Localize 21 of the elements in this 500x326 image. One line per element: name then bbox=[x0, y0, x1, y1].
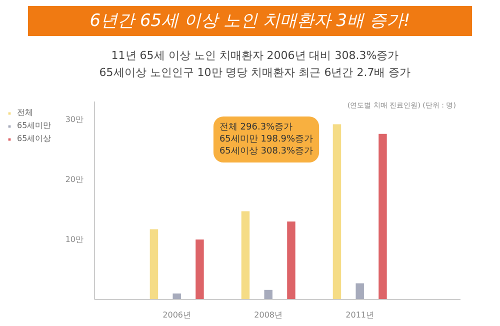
bar bbox=[287, 222, 296, 300]
legend-label: 전체 bbox=[17, 107, 34, 118]
bar bbox=[172, 294, 181, 300]
chart-title: 6년간 65세 이상 노인 치매환자 3배 증가! bbox=[90, 10, 410, 33]
x-tick-label: 2008년 bbox=[254, 310, 283, 320]
bar bbox=[150, 229, 158, 300]
x-tick-label: 2006년 bbox=[162, 310, 192, 320]
y-tick-label: 30만 bbox=[65, 115, 84, 124]
legend-label: 65세이상 bbox=[17, 133, 52, 144]
bar bbox=[264, 290, 272, 300]
annotation: 전체 296.3%증가 65세미만 198.9%증가 65세이상 308.3%증가 bbox=[219, 122, 314, 156]
y-tick-label: 10만 bbox=[65, 235, 84, 244]
bar bbox=[332, 124, 342, 300]
legend-label: 65세미만 bbox=[17, 120, 52, 131]
bar bbox=[241, 211, 250, 300]
bar bbox=[196, 240, 204, 300]
y-tick-label: 20만 bbox=[65, 175, 84, 184]
bar bbox=[356, 283, 364, 300]
chart-subtitle: 11년 65세 이상 노인 치매환자 2006년 대비 308.3%증가 65세이상 노인인구 10만 명당 치매환자 최근 6년간 2.7배 증가 bbox=[99, 48, 411, 81]
bar bbox=[378, 134, 387, 300]
x-tick-label: 2011년 bbox=[346, 310, 374, 320]
